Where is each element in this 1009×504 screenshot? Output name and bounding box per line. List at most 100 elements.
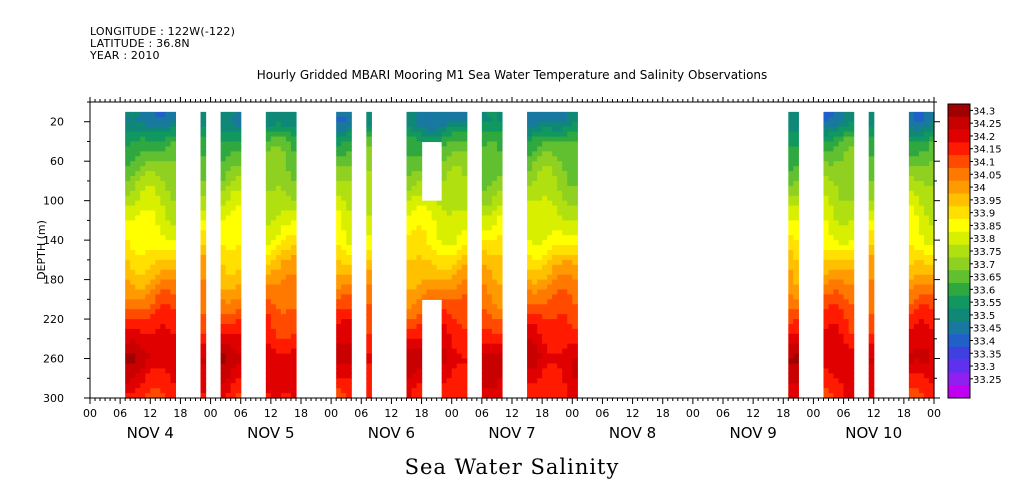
heatmap-cell [406, 126, 413, 133]
x-hour-tick-label: 18 [897, 407, 911, 420]
heatmap-cell [461, 269, 468, 276]
heatmap-cell [532, 284, 538, 291]
heatmap-cell [923, 185, 930, 192]
heatmap-cell [150, 230, 156, 236]
heatmap-cell [165, 289, 171, 295]
heatmap-cell [461, 363, 468, 369]
heatmap-cell [235, 368, 242, 374]
heatmap-cell [135, 259, 141, 266]
heatmap-cell [496, 146, 503, 152]
heatmap-cell [527, 220, 533, 226]
heatmap-cell [868, 111, 875, 118]
heatmap-cell [225, 121, 232, 128]
heatmap-cell [416, 215, 423, 221]
heatmap-cell [341, 245, 347, 251]
heatmap-cell [150, 259, 156, 266]
heatmap-cell [496, 259, 503, 266]
heatmap-cell [130, 294, 136, 300]
heatmap-cell [160, 274, 166, 281]
heatmap-cell [336, 151, 342, 157]
heatmap-cell [843, 383, 850, 389]
heatmap-cell [140, 215, 146, 221]
heatmap-cell [130, 176, 136, 182]
heatmap-cell [838, 319, 845, 325]
heatmap-cell [165, 121, 171, 128]
heatmap-cell [336, 254, 342, 261]
heatmap-cell [793, 259, 799, 266]
heatmap-cell [170, 225, 176, 231]
heatmap-cell [491, 151, 498, 157]
heatmap-cell [275, 225, 282, 231]
heatmap-cell [155, 230, 161, 236]
heatmap-cell [542, 299, 548, 305]
heatmap-cell [451, 328, 458, 335]
heatmap-cell [230, 225, 237, 231]
heatmap-cell [542, 259, 548, 266]
heatmap-cell [155, 338, 161, 345]
heatmap-cell [843, 210, 850, 217]
heatmap-cell [290, 200, 297, 207]
heatmap-cell [160, 284, 166, 291]
heatmap-cell [366, 279, 372, 286]
heatmap-cell [908, 299, 915, 305]
heatmap-cell [160, 166, 166, 172]
heatmap-cell [421, 250, 428, 256]
heatmap-cell [220, 131, 227, 138]
heatmap-cell [491, 309, 498, 315]
heatmap-cell [275, 304, 282, 310]
heatmap-cell [823, 373, 830, 379]
heatmap-cell [456, 348, 463, 355]
heatmap-cell [446, 314, 453, 320]
heatmap-cell [451, 314, 458, 320]
heatmap-cell [843, 269, 850, 276]
heatmap-cell [542, 314, 548, 320]
heatmap-cell [848, 343, 855, 350]
heatmap-cell [537, 328, 543, 335]
heatmap-cell [461, 151, 468, 157]
heatmap-cell [823, 220, 830, 226]
axes: 00 06 12 18 00 06 12 18 00 06 12 18 00 06 12 18 00 06 12 18… [35, 97, 941, 442]
heatmap-cell [416, 294, 423, 300]
heatmap-cell [491, 235, 498, 241]
heatmap-cell [491, 146, 498, 152]
heatmap-cell [923, 378, 930, 384]
heatmap-cell [341, 254, 347, 261]
heatmap-cell [552, 240, 558, 246]
heatmap-cell [908, 378, 915, 384]
heatmap-cell [441, 180, 448, 187]
heatmap-cell [446, 383, 453, 389]
heatmap-cell [928, 309, 935, 315]
heatmap-cell [542, 363, 548, 369]
heatmap-cell [828, 383, 835, 389]
heatmap-cell [145, 348, 151, 355]
heatmap-cell [456, 200, 463, 207]
heatmap-cell [547, 343, 553, 350]
heatmap-cell [456, 245, 463, 251]
heatmap-cell [823, 156, 830, 162]
heatmap-cell [848, 225, 855, 231]
heatmap-cell [280, 146, 287, 152]
colorbar-swatch [948, 270, 970, 284]
heatmap-cell [838, 156, 845, 162]
heatmap-cell [285, 180, 292, 187]
heatmap-cell [200, 195, 207, 202]
heatmap-cell [150, 343, 156, 350]
heatmap-cell [461, 111, 468, 118]
heatmap-cell [406, 250, 413, 256]
heatmap-cell [346, 279, 352, 286]
heatmap-cell [552, 319, 558, 325]
heatmap-cell [225, 378, 232, 384]
heatmap-cell [160, 156, 166, 162]
heatmap-cell [923, 245, 930, 251]
heatmap-cell [451, 166, 458, 172]
heatmap-cell [788, 324, 794, 330]
heatmap-cell [225, 368, 232, 374]
heatmap-cell [225, 304, 232, 310]
heatmap-cell [446, 319, 453, 325]
heatmap-cell [160, 368, 166, 374]
heatmap-cell [828, 269, 835, 276]
heatmap-cell [823, 378, 830, 384]
heatmap-cell [461, 250, 468, 256]
heatmap-cell [285, 279, 292, 286]
heatmap-cell [547, 274, 553, 281]
